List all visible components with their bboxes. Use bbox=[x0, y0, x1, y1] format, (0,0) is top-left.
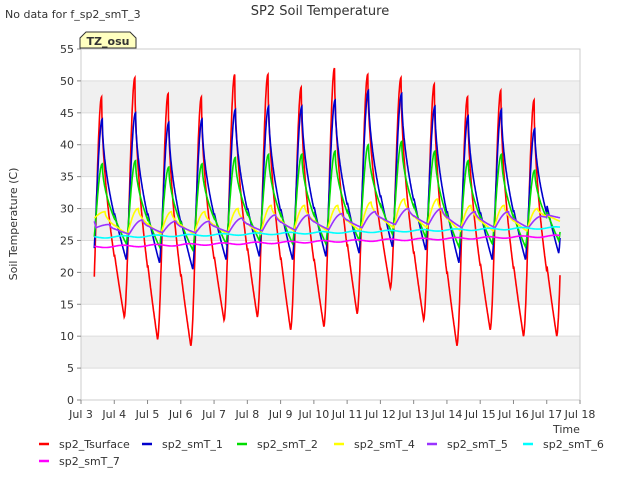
legend-item-sp2_Tsurface: sp2_Tsurface bbox=[39, 438, 130, 451]
series-line-sp2_Tsurface bbox=[93, 67, 561, 347]
y-axis-label: Soil Temperature (C) bbox=[7, 168, 20, 281]
x-tick-label: Jul 13 bbox=[397, 408, 429, 421]
y-tick-label: 15 bbox=[60, 298, 74, 311]
x-tick-label: Jul 16 bbox=[497, 408, 529, 421]
y-tick-label: 40 bbox=[60, 139, 74, 152]
grid-band bbox=[81, 336, 580, 369]
x-tick-label: Jul 5 bbox=[135, 408, 160, 421]
x-tick-label: Jul 17 bbox=[530, 408, 562, 421]
legend-label: sp2_smT_5 bbox=[447, 438, 508, 451]
series-line-sp2_smT_6 bbox=[94, 226, 560, 239]
legend-label: sp2_smT_2 bbox=[257, 438, 318, 451]
legend-item-sp2_smT_5: sp2_smT_5 bbox=[427, 438, 508, 451]
legend-label: sp2_smT_6 bbox=[543, 438, 604, 451]
grid-band bbox=[81, 272, 580, 305]
y-tick-label: 20 bbox=[60, 266, 74, 279]
plot-frame bbox=[80, 48, 581, 401]
y-tick-label: 5 bbox=[67, 362, 74, 375]
no-data-note: No data for f_sp2_smT_3 bbox=[5, 8, 141, 21]
x-tick-label: Jul 4 bbox=[101, 408, 126, 421]
legend-label: sp2_smT_4 bbox=[354, 438, 415, 451]
x-tick-label: Jul 8 bbox=[234, 408, 259, 421]
y-tick-label: 45 bbox=[60, 107, 74, 120]
y-tick-label: 55 bbox=[60, 43, 74, 56]
chart-title: SP2 Soil Temperature bbox=[251, 4, 389, 19]
legend-item-sp2_smT_2: sp2_smT_2 bbox=[237, 438, 318, 451]
x-tick-label: Jul 11 bbox=[331, 408, 363, 421]
series-line-sp2_smT_5 bbox=[93, 207, 561, 236]
x-tick-label: Jul 12 bbox=[364, 408, 396, 421]
y-tick-label: 25 bbox=[60, 234, 74, 247]
y-tick-label: 50 bbox=[60, 75, 74, 88]
x-tick-label: Jul 6 bbox=[168, 408, 193, 421]
tz-badge: TZ_osu bbox=[79, 31, 137, 49]
y-tick-label: 0 bbox=[67, 394, 74, 407]
x-tick-label: Jul 3 bbox=[68, 408, 93, 421]
plot-area: 0 5 10 15 20 25 30 35 40 45 50 55 Jul 3 Jul 4 Jul 5 Jul… bbox=[60, 43, 595, 421]
x-axis-label: Time bbox=[552, 423, 580, 436]
tz-badge-label: TZ_osu bbox=[87, 35, 130, 48]
series-line-sp2_smT_4 bbox=[93, 198, 561, 236]
x-tick-label: Jul 15 bbox=[464, 408, 496, 421]
y-tick-label: 30 bbox=[60, 203, 74, 216]
x-tick-label: Jul 18 bbox=[564, 408, 596, 421]
legend-item-sp2_smT_7: sp2_smT_7 bbox=[39, 455, 120, 468]
x-tick-label: Jul 9 bbox=[268, 408, 293, 421]
legend-item-sp2_smT_6: sp2_smT_6 bbox=[523, 438, 604, 451]
y-tick-label: 35 bbox=[60, 171, 74, 184]
legend-item-sp2_smT_1: sp2_smT_1 bbox=[142, 438, 223, 451]
legend-label: sp2_smT_1 bbox=[162, 438, 223, 451]
legend-label: sp2_Tsurface bbox=[59, 438, 130, 451]
x-tick-label: Jul 7 bbox=[201, 408, 226, 421]
legend-label: sp2_smT_7 bbox=[59, 455, 120, 468]
x-tick-label: Jul 10 bbox=[297, 408, 329, 421]
grid-band bbox=[81, 80, 580, 113]
series-line-sp2_smT_7 bbox=[94, 234, 560, 249]
legend-item-sp2_smT_4: sp2_smT_4 bbox=[334, 438, 415, 451]
legend: sp2_Tsurface sp2_smT_1 sp2_smT_2 sp2_smT_4 s… bbox=[39, 438, 604, 468]
y-tick-label: 10 bbox=[60, 330, 74, 343]
x-tick-label: Jul 14 bbox=[431, 408, 463, 421]
